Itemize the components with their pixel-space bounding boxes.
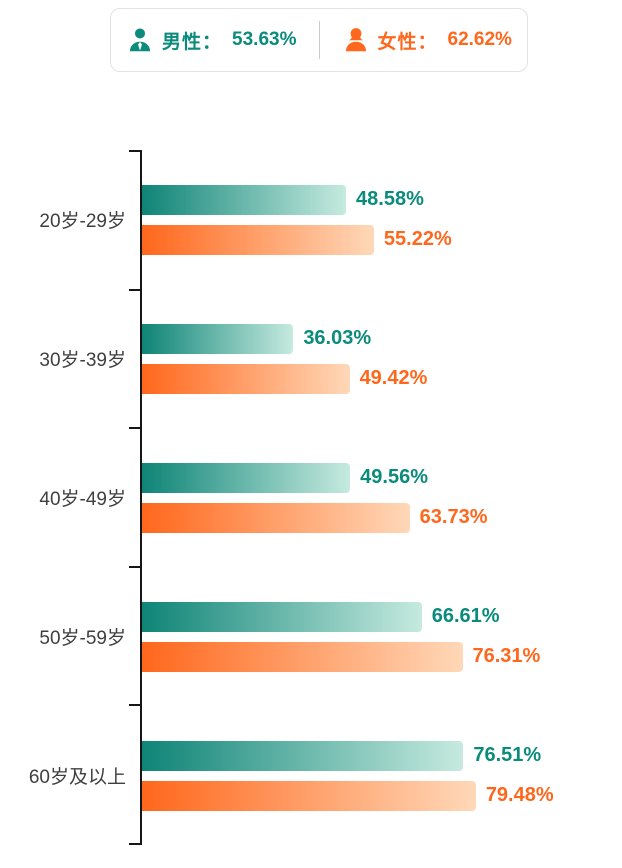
bar-line: 66.61%: [142, 601, 540, 632]
bar-value-label: 76.31%: [472, 645, 541, 667]
axis-tick: [129, 566, 141, 568]
bar-line: 48.58%: [142, 184, 452, 215]
category-label: 60岁及以上: [28, 767, 126, 788]
legend-male-label: 男性：: [162, 31, 223, 53]
chart-row: 50岁-59岁 66.61% 76.31%: [0, 567, 622, 706]
category-label: 30岁-39岁: [39, 350, 126, 371]
legend-item-female: 女性： 62.62%: [342, 26, 512, 54]
axis-tick: [129, 427, 141, 429]
legend: 男性： 53.63% 女性： 62.62%: [110, 8, 528, 72]
female-bar: [142, 502, 410, 533]
male-bar: [142, 740, 464, 771]
bar-group: 48.58% 55.22%: [142, 184, 452, 255]
axis-tick: [129, 704, 141, 706]
legend-divider: [318, 21, 320, 59]
bar-line: 76.51%: [142, 740, 554, 771]
male-person-icon: [129, 28, 151, 52]
axis-tick: [129, 289, 141, 291]
bar-value-label: 48.58%: [356, 188, 424, 210]
chart-row: 30岁-39岁 36.03% 49.42%: [0, 289, 622, 428]
male-bar: [142, 184, 347, 215]
bar-line: 55.22%: [142, 224, 452, 255]
bar-line: 36.03%: [142, 323, 427, 354]
bar-group: 66.61% 76.31%: [142, 601, 541, 672]
axis-tick: [129, 150, 141, 152]
male-bar: [142, 462, 351, 493]
bar-group: 49.56% 63.73%: [142, 462, 488, 533]
chart-row: 60岁及以上 76.51% 79.48%: [0, 706, 622, 845]
bar-line: 76.31%: [142, 641, 541, 672]
bar-value-label: 49.56%: [360, 466, 428, 488]
legend-female-value: 62.62%: [447, 29, 512, 50]
female-bar: [142, 363, 350, 394]
male-bar: [142, 601, 422, 632]
bar-group: 76.51% 79.48%: [142, 740, 554, 811]
chart-row: 20岁-29岁 48.58% 55.22%: [0, 150, 622, 289]
bar-value-label: 49.42%: [359, 367, 428, 389]
female-bar: [142, 780, 476, 811]
bar-value-label: 63.73%: [419, 506, 488, 528]
male-bar: [142, 323, 294, 354]
y-axis-line: [140, 150, 142, 845]
bar-group: 36.03% 49.42%: [142, 323, 428, 394]
axis-tick: [129, 843, 141, 845]
bar-line: 49.56%: [142, 462, 488, 493]
female-bar: [142, 224, 374, 255]
bar-value-label: 36.03%: [303, 327, 372, 349]
chart-rows: 20岁-29岁 48.58% 55.22% 30岁-39岁 36.03% 49.42% 40…: [0, 150, 622, 845]
bar-line: 79.48%: [142, 780, 554, 811]
category-label: 50岁-59岁: [39, 628, 126, 649]
bar-value-label: 55.22%: [383, 228, 452, 250]
female-person-icon: [345, 28, 366, 52]
legend-female-label: 女性：: [377, 31, 438, 53]
legend-male-value: 53.63%: [232, 29, 297, 50]
bar-value-label: 79.48%: [485, 784, 554, 806]
female-bar: [142, 641, 463, 672]
bar-value-label: 66.61%: [431, 605, 500, 627]
chart-row: 40岁-49岁 49.56% 63.73%: [0, 428, 622, 567]
bar-line: 63.73%: [142, 502, 488, 533]
category-label: 40岁-49岁: [39, 489, 126, 510]
category-label: 20岁-29岁: [39, 211, 126, 232]
legend-item-male: 男性： 53.63%: [126, 26, 297, 54]
bar-value-label: 76.51%: [473, 744, 542, 766]
bar-line: 49.42%: [142, 363, 428, 394]
horizontal-bar-chart: 20岁-29岁 48.58% 55.22% 30岁-39岁 36.03% 49.42% 40…: [0, 150, 622, 845]
